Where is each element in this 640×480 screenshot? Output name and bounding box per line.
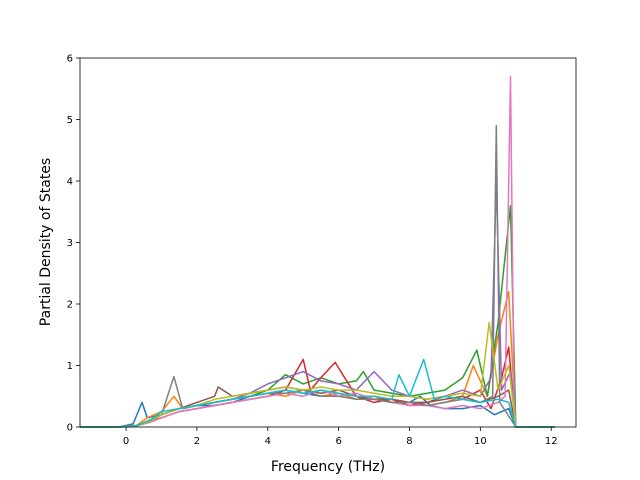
series-line-9 [80,321,555,428]
x-tick-label: 6 [335,436,341,447]
x-tick-label: 4 [265,436,271,447]
x-tick-label: 8 [406,436,412,447]
y-tick-label: 3 [67,238,73,249]
x-axis: 0 2 4 6 8 10 12 [123,427,558,447]
y-tick-label: 6 [67,54,73,65]
y-tick-label: 1 [67,361,73,372]
x-axis-label: Frequency (THz) [271,459,385,475]
series-line-8 [80,124,555,428]
y-axis-label: Partial Density of States [38,158,54,326]
x-tick-label: 0 [123,436,129,447]
x-tick-label: 2 [194,436,200,447]
x-tick-label: 12 [545,436,558,447]
series-layer [80,75,555,428]
y-axis: 0 1 2 3 4 5 6 [67,54,80,434]
y-tick-label: 2 [67,300,73,311]
series-line-10 [80,358,555,428]
y-tick-label: 0 [67,423,73,434]
y-tick-label: 5 [67,115,73,126]
y-tick-label: 4 [67,177,73,188]
x-tick-label: 10 [474,436,487,447]
